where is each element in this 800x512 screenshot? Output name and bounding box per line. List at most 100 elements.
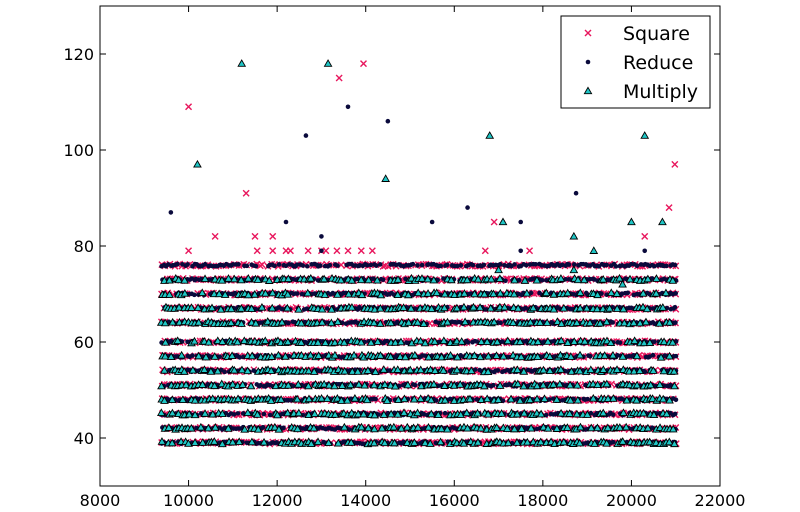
point (492, 423, 502, 431)
point (566, 395, 575, 404)
point (175, 261, 180, 267)
point (510, 424, 519, 433)
point (429, 219, 435, 225)
point (586, 365, 596, 374)
point (247, 351, 257, 360)
point (565, 409, 574, 417)
point (648, 394, 657, 402)
point (253, 425, 263, 433)
point (526, 423, 536, 432)
point (363, 366, 373, 374)
point (420, 438, 430, 447)
point (652, 339, 657, 345)
point (380, 380, 390, 388)
point (368, 247, 376, 255)
point (223, 424, 233, 432)
point (198, 438, 208, 446)
point (236, 262, 241, 267)
point (261, 411, 267, 417)
point (371, 276, 376, 282)
point (645, 437, 655, 446)
point (515, 396, 525, 404)
point (642, 248, 648, 254)
point (512, 409, 522, 418)
point (586, 423, 596, 432)
point (192, 292, 197, 298)
point (269, 232, 277, 240)
point (556, 408, 566, 417)
point (668, 424, 678, 433)
point (412, 382, 418, 388)
point (274, 350, 283, 359)
point (185, 247, 193, 255)
point (309, 367, 319, 375)
point (502, 424, 512, 432)
point (190, 353, 195, 358)
point (200, 365, 209, 373)
point (497, 409, 506, 417)
point (519, 408, 529, 417)
data-points (156, 59, 680, 448)
point (562, 423, 572, 431)
point (659, 366, 669, 375)
point (426, 395, 436, 404)
point (567, 367, 576, 375)
point (322, 394, 332, 402)
point (613, 264, 619, 269)
point (276, 395, 286, 403)
point (590, 439, 600, 447)
point (482, 394, 492, 403)
point (333, 247, 341, 255)
point (610, 412, 616, 417)
point (330, 381, 339, 390)
point (253, 247, 261, 255)
point (209, 437, 219, 445)
point (573, 395, 583, 404)
point (202, 261, 208, 267)
point (390, 381, 400, 390)
point (370, 410, 379, 419)
point (503, 438, 513, 447)
point (247, 437, 257, 446)
point (610, 439, 616, 445)
point (660, 262, 665, 268)
point (472, 367, 478, 372)
point (410, 438, 419, 446)
point (493, 395, 503, 404)
point (229, 365, 239, 374)
point (495, 381, 505, 389)
point (350, 393, 360, 402)
point (473, 408, 482, 417)
point (476, 395, 486, 403)
point (237, 365, 247, 374)
point (218, 409, 227, 417)
point (612, 365, 622, 373)
point (304, 263, 310, 269)
point (571, 262, 577, 267)
point (198, 380, 207, 388)
point (371, 367, 380, 376)
point (426, 409, 436, 418)
point (364, 262, 370, 268)
point (665, 395, 674, 404)
point (424, 422, 433, 431)
point (286, 320, 291, 326)
point (433, 410, 443, 418)
point (540, 394, 549, 402)
point (539, 278, 545, 283)
point (474, 339, 480, 344)
point (294, 408, 304, 417)
point (671, 160, 679, 168)
point (670, 381, 679, 390)
point (281, 425, 286, 431)
point (294, 262, 300, 267)
point (362, 395, 372, 404)
point (160, 396, 169, 404)
point (664, 437, 674, 446)
point (346, 380, 355, 389)
point (532, 381, 542, 390)
point (603, 423, 613, 432)
point (555, 379, 565, 388)
point (403, 380, 413, 389)
